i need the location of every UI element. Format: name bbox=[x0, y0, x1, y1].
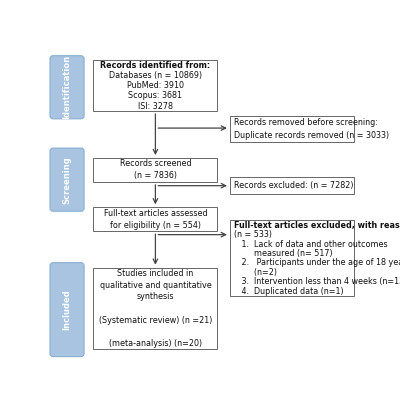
Text: PubMed: 3910: PubMed: 3910 bbox=[127, 81, 184, 90]
Text: (n = 7836): (n = 7836) bbox=[134, 172, 177, 180]
FancyBboxPatch shape bbox=[94, 158, 218, 182]
Text: (meta-analysis) (n=20): (meta-analysis) (n=20) bbox=[109, 339, 202, 348]
Text: 2.   Participants under the age of 18 years: 2. Participants under the age of 18 year… bbox=[234, 258, 400, 268]
Text: for eligibility (n = 554): for eligibility (n = 554) bbox=[110, 221, 201, 230]
Text: qualitative and quantitative: qualitative and quantitative bbox=[100, 280, 211, 290]
Text: synthesis: synthesis bbox=[137, 292, 174, 301]
Text: Records excluded: (n = 7282): Records excluded: (n = 7282) bbox=[234, 181, 353, 190]
FancyBboxPatch shape bbox=[230, 220, 354, 296]
Text: 4.  Duplicated data (n=1): 4. Duplicated data (n=1) bbox=[234, 287, 343, 296]
Text: Screening: Screening bbox=[62, 156, 72, 204]
FancyBboxPatch shape bbox=[230, 116, 354, 142]
Text: Included: Included bbox=[62, 289, 72, 330]
Text: (n = 533): (n = 533) bbox=[234, 230, 272, 239]
Text: 1.  Lack of data and other outcomes: 1. Lack of data and other outcomes bbox=[234, 240, 387, 248]
Text: Scopus: 3681: Scopus: 3681 bbox=[128, 91, 182, 100]
FancyBboxPatch shape bbox=[50, 148, 84, 211]
Text: 3.  Intervention less than 4 weeks (n=13): 3. Intervention less than 4 weeks (n=13) bbox=[234, 277, 400, 286]
Text: Identification: Identification bbox=[62, 55, 72, 119]
Text: Studies included in: Studies included in bbox=[117, 269, 194, 278]
Text: Duplicate records removed (n = 3033): Duplicate records removed (n = 3033) bbox=[234, 131, 389, 140]
Text: measured (n= 517): measured (n= 517) bbox=[234, 249, 332, 258]
Text: (Systematic review) (n =21): (Systematic review) (n =21) bbox=[99, 316, 212, 324]
Text: Full-text articles assessed: Full-text articles assessed bbox=[104, 209, 207, 218]
FancyBboxPatch shape bbox=[50, 56, 84, 119]
FancyBboxPatch shape bbox=[50, 263, 84, 357]
Text: Records screened: Records screened bbox=[120, 160, 191, 168]
Text: Records identified from:: Records identified from: bbox=[100, 61, 210, 70]
FancyBboxPatch shape bbox=[94, 268, 218, 349]
Text: ISI: 3278: ISI: 3278 bbox=[138, 102, 173, 110]
Text: (n=2): (n=2) bbox=[234, 268, 276, 277]
Text: Databases (n = 10869): Databases (n = 10869) bbox=[109, 71, 202, 80]
FancyBboxPatch shape bbox=[230, 177, 354, 194]
FancyBboxPatch shape bbox=[94, 207, 218, 231]
Text: Full-text articles excluded, with reasons:: Full-text articles excluded, with reason… bbox=[234, 221, 400, 230]
Text: Records removed before screening:: Records removed before screening: bbox=[234, 118, 377, 127]
FancyBboxPatch shape bbox=[94, 60, 218, 111]
